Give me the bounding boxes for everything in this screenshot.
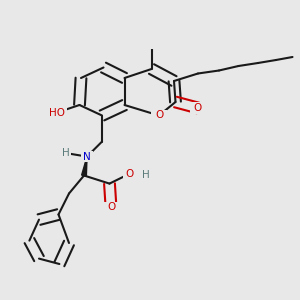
- FancyBboxPatch shape: [140, 170, 152, 181]
- Text: H: H: [142, 170, 149, 181]
- FancyBboxPatch shape: [146, 38, 158, 49]
- Text: H: H: [61, 148, 69, 158]
- Text: O: O: [194, 103, 202, 113]
- FancyBboxPatch shape: [104, 202, 118, 212]
- FancyBboxPatch shape: [47, 106, 67, 119]
- Polygon shape: [82, 157, 87, 176]
- FancyBboxPatch shape: [151, 110, 167, 122]
- FancyBboxPatch shape: [59, 148, 71, 158]
- Text: O: O: [125, 169, 133, 179]
- Text: O: O: [155, 110, 163, 121]
- FancyBboxPatch shape: [81, 152, 93, 162]
- FancyBboxPatch shape: [190, 102, 206, 114]
- Text: O: O: [107, 202, 115, 212]
- Text: HO: HO: [49, 107, 65, 118]
- Text: N: N: [83, 152, 91, 162]
- FancyBboxPatch shape: [123, 169, 135, 179]
